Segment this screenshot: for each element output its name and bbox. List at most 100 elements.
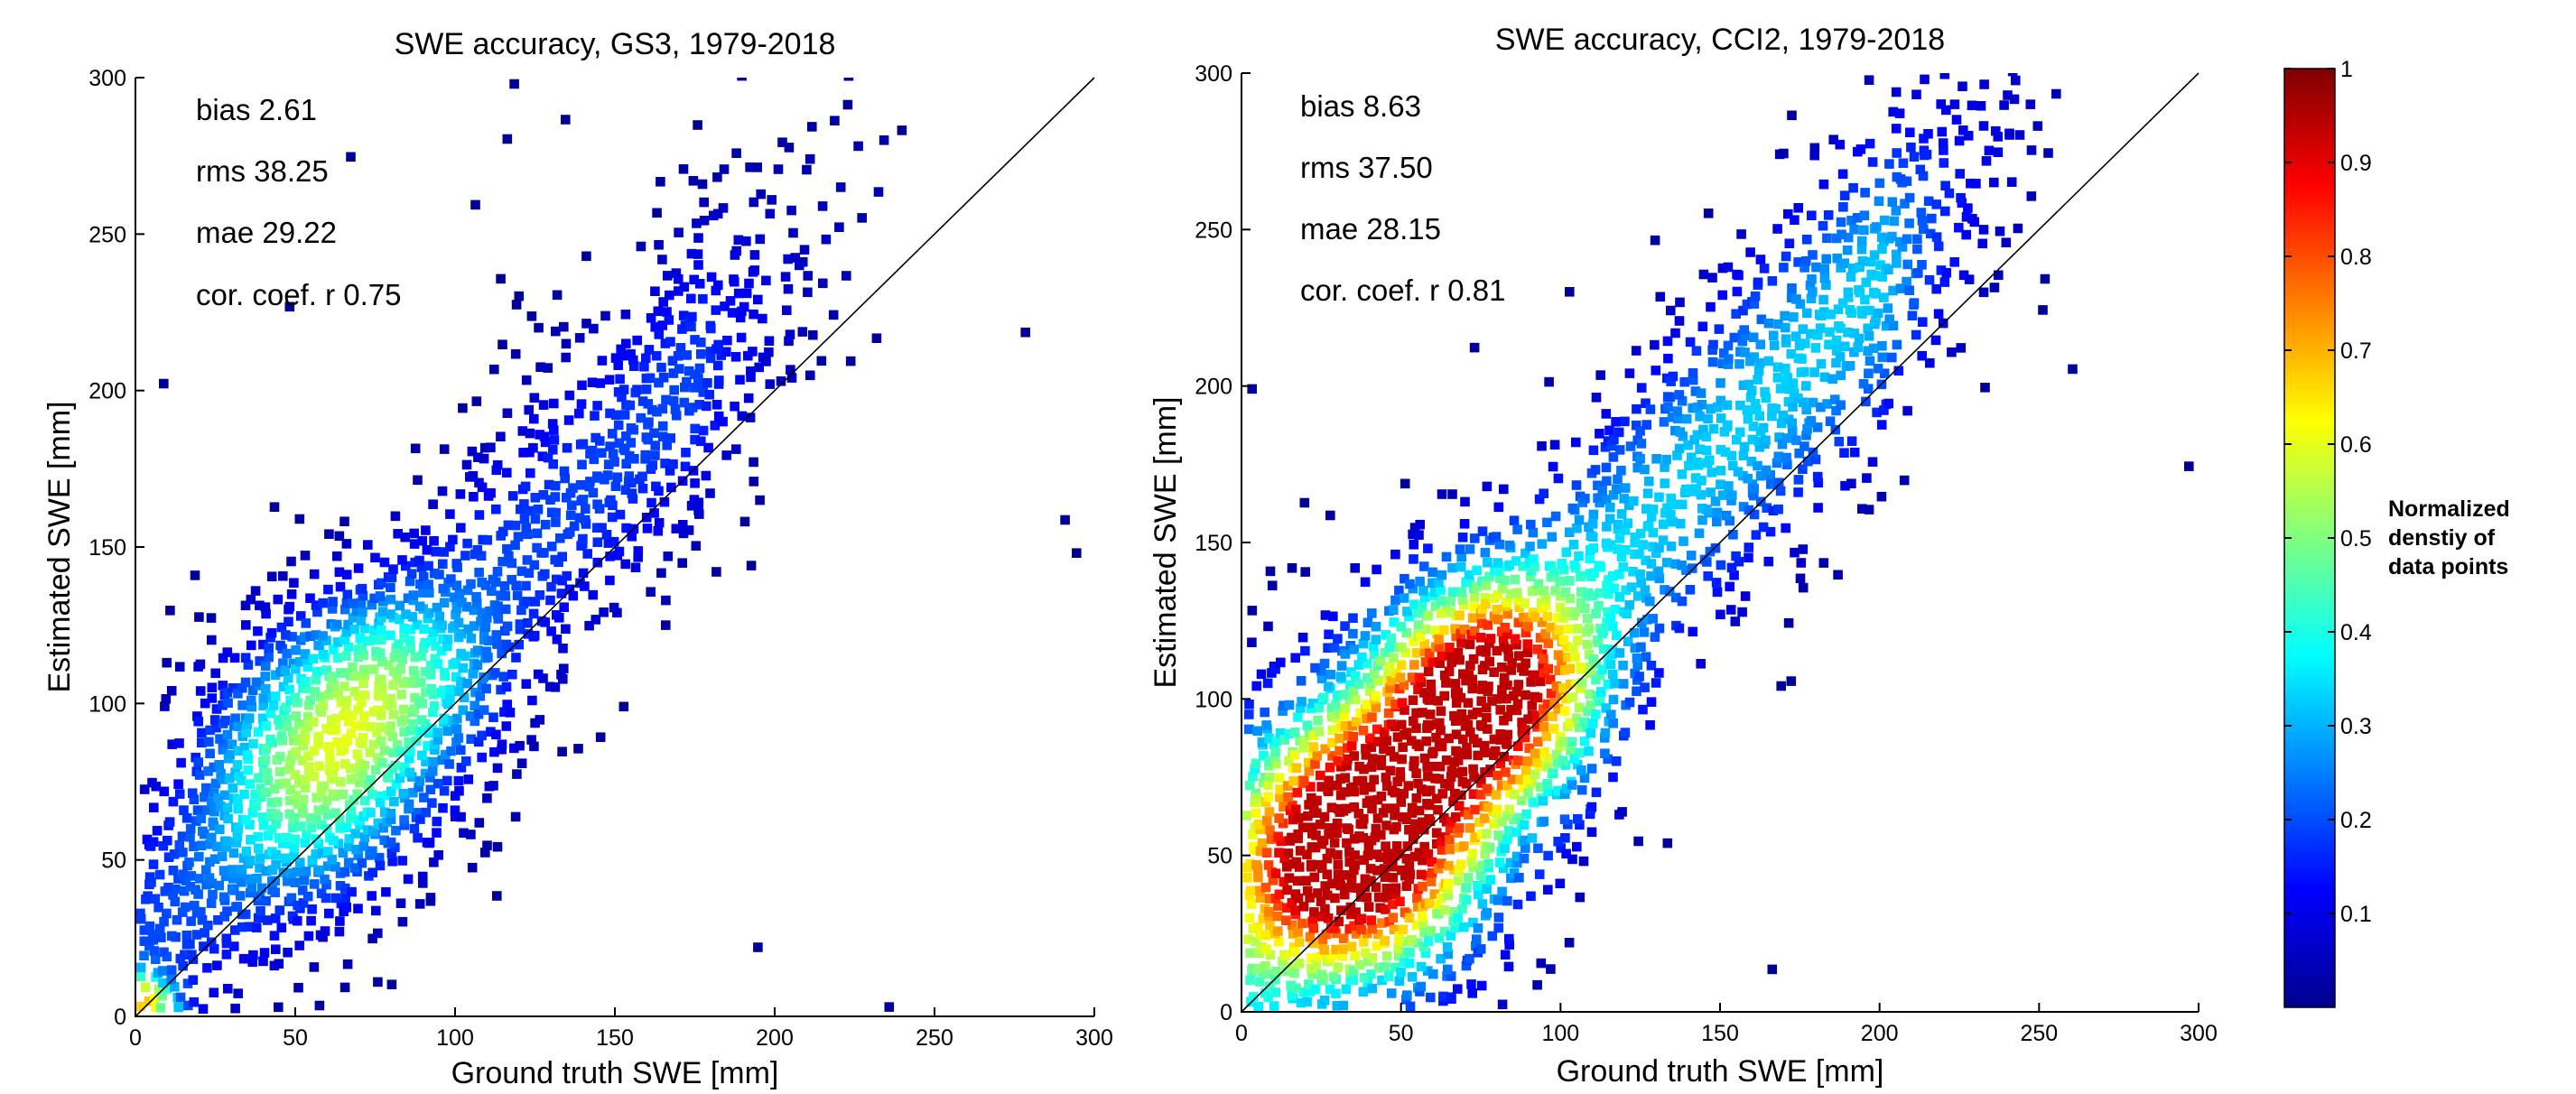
data-point bbox=[220, 715, 230, 726]
data-point bbox=[1523, 621, 1533, 632]
data-point bbox=[1860, 188, 1870, 198]
data-point bbox=[204, 873, 215, 883]
data-point bbox=[1668, 371, 1679, 382]
data-point bbox=[1526, 891, 1536, 902]
right-x-axis-label: Ground truth SWE [mm] bbox=[1557, 1054, 1884, 1089]
data-point bbox=[498, 672, 508, 681]
data-point bbox=[1293, 812, 1304, 823]
data-point bbox=[1459, 841, 1469, 851]
data-point bbox=[1296, 997, 1307, 1008]
data-point bbox=[521, 679, 532, 689]
data-point bbox=[489, 746, 499, 757]
data-point bbox=[546, 542, 557, 552]
data-point bbox=[1849, 447, 1860, 458]
data-point bbox=[626, 438, 637, 448]
data-point bbox=[1614, 533, 1625, 543]
data-point bbox=[161, 694, 172, 704]
data-point bbox=[1500, 575, 1510, 586]
data-point bbox=[241, 815, 252, 825]
data-point bbox=[1413, 620, 1424, 630]
data-point bbox=[1520, 598, 1530, 608]
data-point bbox=[1411, 648, 1422, 658]
data-point bbox=[621, 523, 631, 533]
data-point bbox=[388, 666, 399, 677]
data-point bbox=[1553, 785, 1563, 796]
data-point bbox=[293, 799, 303, 810]
data-point bbox=[200, 928, 209, 938]
data-point bbox=[1980, 383, 1990, 393]
data-point bbox=[222, 802, 233, 813]
data-point bbox=[1744, 379, 1753, 390]
data-point bbox=[472, 660, 483, 670]
data-point bbox=[1520, 732, 1530, 743]
data-point bbox=[1773, 451, 1784, 461]
data-point bbox=[1372, 941, 1382, 951]
data-point bbox=[1482, 829, 1492, 839]
data-point bbox=[1646, 570, 1656, 581]
data-point bbox=[1455, 859, 1466, 869]
data-point bbox=[246, 701, 257, 712]
data-point bbox=[671, 268, 682, 278]
data-point bbox=[1798, 464, 1808, 474]
data-point bbox=[350, 720, 361, 731]
data-point bbox=[678, 520, 688, 530]
data-point bbox=[483, 652, 493, 663]
data-point bbox=[1621, 585, 1631, 595]
data-point bbox=[1450, 624, 1460, 634]
data-point bbox=[1856, 236, 1867, 246]
data-point bbox=[207, 635, 217, 645]
data-point bbox=[1697, 321, 1708, 331]
data-point bbox=[1489, 819, 1499, 830]
data-point bbox=[1275, 792, 1285, 802]
data-point bbox=[1544, 376, 1554, 387]
data-point bbox=[538, 400, 549, 410]
data-point bbox=[1891, 124, 1902, 134]
data-point bbox=[139, 925, 150, 935]
data-point bbox=[1366, 782, 1376, 793]
data-point bbox=[1400, 478, 1410, 489]
data-point bbox=[376, 736, 386, 746]
data-point bbox=[314, 865, 325, 876]
data-point bbox=[232, 760, 243, 770]
data-point bbox=[1628, 567, 1638, 577]
data-point bbox=[461, 756, 471, 766]
data-point bbox=[489, 364, 499, 375]
data-point bbox=[465, 711, 476, 721]
data-point bbox=[625, 400, 636, 411]
data-point bbox=[816, 356, 827, 366]
data-point bbox=[1445, 650, 1455, 660]
data-point bbox=[389, 653, 400, 663]
data-point bbox=[1567, 692, 1577, 702]
data-point bbox=[1310, 842, 1321, 853]
data-point bbox=[711, 400, 722, 410]
data-point bbox=[1892, 148, 1902, 158]
data-point bbox=[1529, 797, 1539, 808]
data-point bbox=[641, 353, 651, 364]
data-point bbox=[1723, 340, 1734, 351]
data-point bbox=[1313, 888, 1323, 898]
y-tick-label: 300 bbox=[1195, 61, 1232, 87]
data-point bbox=[1504, 933, 1514, 944]
data-point bbox=[335, 916, 345, 926]
data-point bbox=[1494, 858, 1505, 867]
data-point bbox=[588, 487, 599, 498]
data-point bbox=[1487, 931, 1498, 941]
data-point bbox=[291, 664, 301, 674]
data-point bbox=[1279, 802, 1288, 812]
data-point bbox=[442, 775, 452, 786]
data-point bbox=[526, 735, 536, 745]
data-point bbox=[486, 727, 496, 737]
data-point bbox=[686, 501, 697, 511]
data-point bbox=[246, 695, 256, 706]
data-point bbox=[1659, 519, 1669, 529]
data-point bbox=[300, 632, 310, 642]
data-point bbox=[1747, 434, 1758, 445]
data-point bbox=[1481, 702, 1492, 713]
data-point bbox=[203, 920, 213, 931]
data-point bbox=[1372, 813, 1383, 823]
data-point bbox=[466, 634, 477, 644]
data-point bbox=[1539, 488, 1548, 498]
data-point bbox=[664, 315, 674, 325]
data-point bbox=[686, 321, 696, 332]
data-point bbox=[1524, 743, 1534, 754]
